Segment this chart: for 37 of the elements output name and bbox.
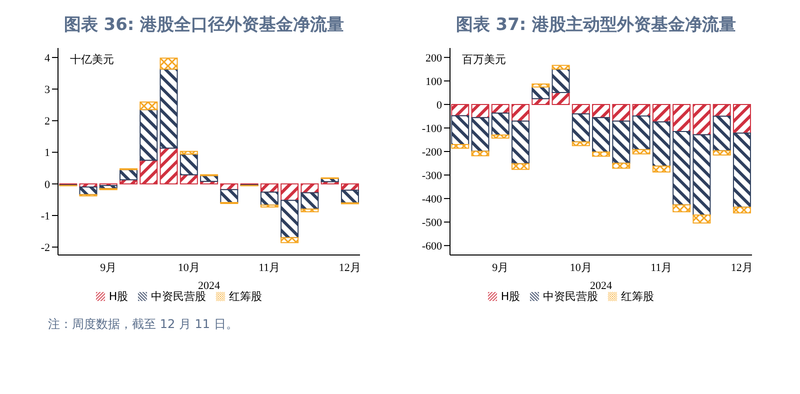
legend-label: 红筹股 — [229, 290, 262, 303]
x-tick-label: 10月 — [178, 262, 200, 274]
y-tick-label: 200 — [426, 52, 442, 64]
legend-label: H股 — [108, 290, 128, 303]
text: 注：周度数据，截至 12 月 11 日。 — [48, 316, 239, 333]
x-axis-title: 2024 — [590, 280, 612, 292]
chart-title: 图表 37: 港股主动型外资基金净流量 — [454, 14, 738, 37]
y-tick-label: -2 — [40, 242, 50, 254]
y-tick-label: -400 — [422, 193, 442, 206]
y-tick-label: 3 — [44, 84, 50, 96]
y-tick-label: -600 — [422, 240, 442, 252]
y-tick-label: 2 — [44, 116, 50, 128]
chart-title: 图表 36: 港股全口径外资基金净流量 — [62, 14, 346, 37]
x-tick-label: 9月 — [492, 262, 509, 274]
y-tick-label: 4 — [44, 52, 50, 64]
y-tick-label: 0 — [44, 178, 50, 191]
legend-label: 红筹股 — [621, 290, 654, 303]
y-tick-label: 0 — [436, 99, 442, 112]
y-tick-label: -500 — [422, 216, 442, 229]
x-tick-label: 11月 — [650, 262, 672, 274]
y-tick-label: -300 — [422, 170, 442, 182]
y-tick-label: -1 — [40, 210, 50, 222]
x-tick-label: 12月 — [338, 262, 361, 274]
x-tick-label: 12月 — [730, 262, 753, 274]
x-tick-label: 10月 — [570, 262, 592, 274]
y-axis-title: 十亿美元 — [70, 52, 114, 67]
y-tick-label: -200 — [422, 146, 442, 158]
y-axis-title: 百万美元 — [462, 52, 506, 67]
x-tick-label: 11月 — [258, 262, 280, 274]
legend-label: H股 — [500, 290, 520, 303]
y-tick-label: -100 — [422, 122, 442, 135]
legend-label: 中资民营股 — [151, 290, 206, 303]
y-tick-label: 100 — [426, 76, 442, 88]
x-tick-label: 9月 — [100, 262, 117, 274]
x-axis-title: 2024 — [198, 280, 220, 292]
y-tick-label: 1 — [44, 147, 50, 160]
legend-label: 中资民营股 — [543, 290, 598, 303]
